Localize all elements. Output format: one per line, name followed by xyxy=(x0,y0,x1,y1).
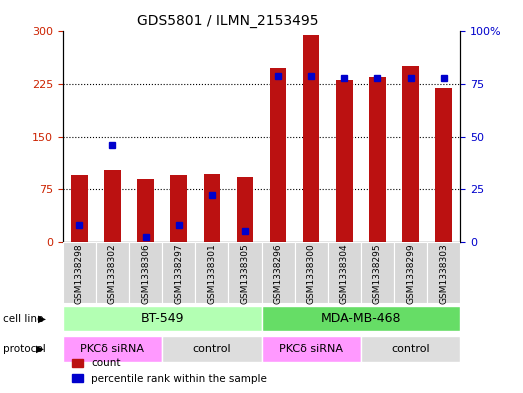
Text: protocol: protocol xyxy=(3,344,46,354)
Bar xyxy=(435,88,452,242)
Text: GSM1338300: GSM1338300 xyxy=(306,244,316,304)
Bar xyxy=(63,306,262,331)
Bar xyxy=(262,242,294,303)
Bar xyxy=(361,336,460,362)
Text: GSM1338304: GSM1338304 xyxy=(340,244,349,304)
Bar xyxy=(104,169,121,242)
Bar xyxy=(303,35,320,242)
Bar xyxy=(369,77,385,242)
Bar xyxy=(129,242,162,303)
Bar xyxy=(96,242,129,303)
Text: GSM1338299: GSM1338299 xyxy=(406,244,415,304)
Bar xyxy=(427,242,460,303)
Text: GSM1338305: GSM1338305 xyxy=(241,244,249,304)
Bar xyxy=(162,242,195,303)
Text: ▶: ▶ xyxy=(38,314,46,324)
Bar xyxy=(336,81,353,242)
Bar xyxy=(63,336,162,362)
Bar xyxy=(71,175,87,242)
Text: GSM1338295: GSM1338295 xyxy=(373,244,382,304)
Bar xyxy=(137,178,154,242)
Bar xyxy=(236,177,253,242)
Bar xyxy=(63,242,96,303)
Bar xyxy=(262,336,361,362)
Text: control: control xyxy=(192,344,231,354)
Text: control: control xyxy=(391,344,430,354)
Text: GSM1338306: GSM1338306 xyxy=(141,244,150,304)
Legend: count, percentile rank within the sample: count, percentile rank within the sample xyxy=(68,354,271,388)
Text: PKCδ siRNA: PKCδ siRNA xyxy=(279,344,343,354)
Bar xyxy=(294,242,328,303)
Bar xyxy=(170,175,187,242)
Text: ▶: ▶ xyxy=(36,344,43,354)
Text: GSM1338296: GSM1338296 xyxy=(274,244,282,304)
Bar xyxy=(361,242,394,303)
Bar xyxy=(203,174,220,242)
Bar xyxy=(270,68,287,242)
Text: GSM1338297: GSM1338297 xyxy=(174,244,183,304)
Text: BT-549: BT-549 xyxy=(140,312,184,325)
Bar xyxy=(162,336,262,362)
Bar xyxy=(195,242,229,303)
Bar xyxy=(229,242,262,303)
Bar xyxy=(328,242,361,303)
Bar xyxy=(262,306,460,331)
Text: GSM1338302: GSM1338302 xyxy=(108,244,117,304)
Text: GDS5801 / ILMN_2153495: GDS5801 / ILMN_2153495 xyxy=(137,14,319,28)
Text: GSM1338298: GSM1338298 xyxy=(75,244,84,304)
Text: PKCδ siRNA: PKCδ siRNA xyxy=(81,344,144,354)
Bar xyxy=(394,242,427,303)
Text: GSM1338301: GSM1338301 xyxy=(207,244,217,304)
Text: GSM1338303: GSM1338303 xyxy=(439,244,448,304)
Text: cell line: cell line xyxy=(3,314,43,324)
Bar xyxy=(402,66,419,242)
Text: MDA-MB-468: MDA-MB-468 xyxy=(321,312,401,325)
